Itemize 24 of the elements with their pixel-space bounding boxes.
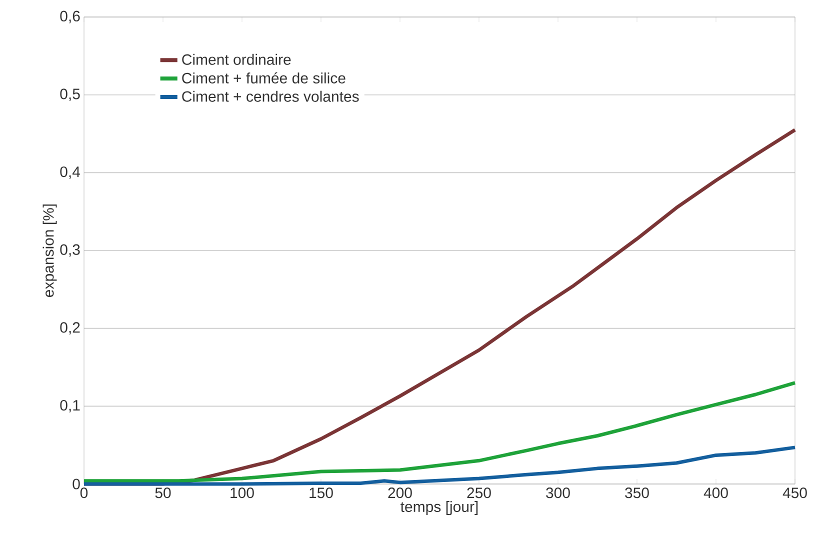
x-tick-label: 0: [80, 488, 88, 498]
x-tick-label: 100: [230, 488, 254, 498]
legend-label: Ciment ordinaire: [182, 54, 291, 65]
y-tick-label: 0,4: [60, 166, 80, 179]
x-tick-label: 400: [704, 488, 728, 498]
line-series: [82, 381, 797, 483]
y-tick-label: 0,6: [60, 10, 80, 24]
x-tick-label: 150: [310, 488, 333, 498]
y-tick-label: 0,2: [60, 322, 80, 335]
y-axis-title: expansion [%]: [42, 204, 57, 297]
x-tick-label: 300: [546, 488, 570, 498]
x-tick-label: 200: [388, 488, 412, 498]
y-tick-label: 0: [72, 478, 80, 490]
y-tick-label: 0,3: [60, 244, 80, 257]
y-tick-label: 0,1: [60, 400, 80, 412]
x-tick-label: 350: [625, 488, 649, 498]
x-tick-label: 50: [155, 488, 171, 498]
x-tick-label: 250: [467, 488, 491, 498]
x-axis-title: temps [jour]: [400, 501, 478, 515]
x-tick-label: 450: [782, 488, 807, 498]
legend-label: Ciment + cendres volantes: [182, 90, 359, 102]
line-series: [82, 446, 797, 486]
legend-label: Ciment + fumée de silice: [182, 72, 346, 84]
y-tick-label: 0,5: [60, 88, 80, 102]
